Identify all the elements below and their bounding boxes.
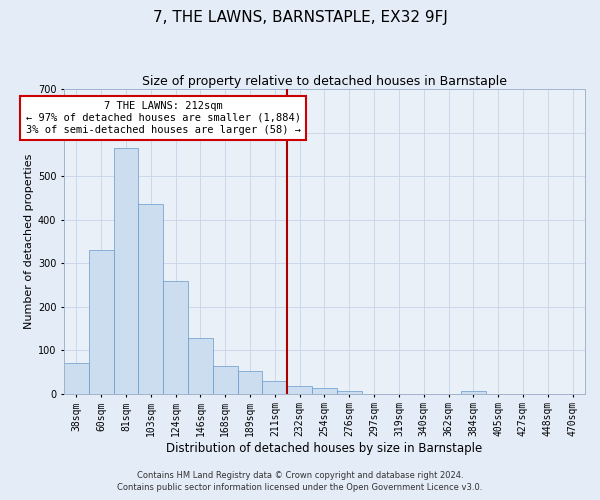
Bar <box>312 388 337 394</box>
Text: 7, THE LAWNS, BARNSTAPLE, EX32 9FJ: 7, THE LAWNS, BARNSTAPLE, EX32 9FJ <box>152 10 448 25</box>
Bar <box>139 204 163 394</box>
Y-axis label: Number of detached properties: Number of detached properties <box>23 154 34 329</box>
Bar <box>163 282 188 394</box>
X-axis label: Distribution of detached houses by size in Barnstaple: Distribution of detached houses by size … <box>166 442 482 455</box>
Bar <box>113 148 139 394</box>
Bar <box>287 386 312 394</box>
Bar <box>188 338 213 394</box>
Text: Contains HM Land Registry data © Crown copyright and database right 2024.
Contai: Contains HM Land Registry data © Crown c… <box>118 471 482 492</box>
Bar <box>213 366 238 394</box>
Bar <box>89 250 113 394</box>
Text: 7 THE LAWNS: 212sqm
← 97% of detached houses are smaller (1,884)
3% of semi-deta: 7 THE LAWNS: 212sqm ← 97% of detached ho… <box>26 102 301 134</box>
Bar <box>262 382 287 394</box>
Bar <box>64 363 89 394</box>
Bar <box>461 392 486 394</box>
Bar <box>238 371 262 394</box>
Title: Size of property relative to detached houses in Barnstaple: Size of property relative to detached ho… <box>142 75 507 88</box>
Bar <box>337 392 362 394</box>
